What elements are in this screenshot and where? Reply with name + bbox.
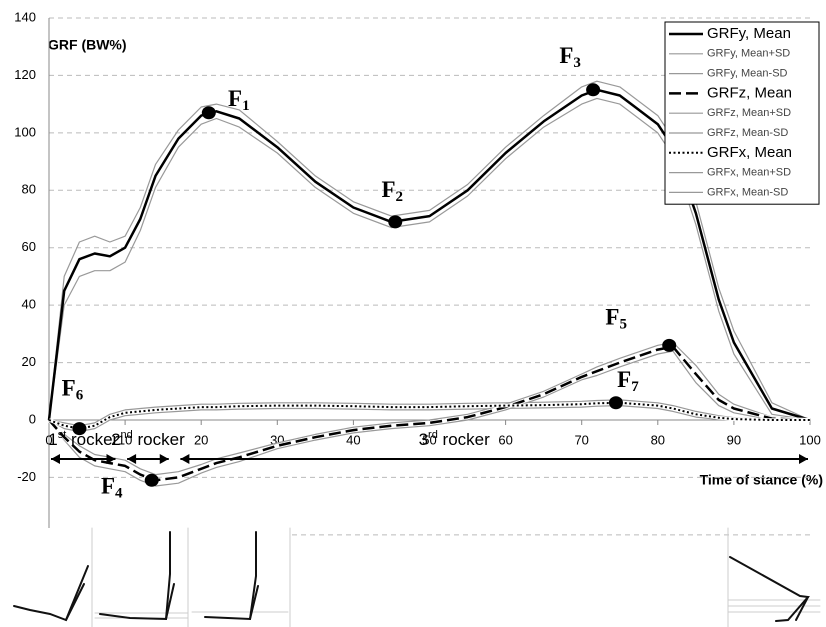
- y-tick-label: 40: [22, 297, 36, 312]
- rocker-number: 1: [48, 430, 57, 449]
- x-tick-label: 90: [727, 432, 741, 447]
- key-point-label: F4: [101, 474, 123, 502]
- label-main: F: [101, 474, 115, 499]
- legend-label: GRFz, Mean-SD: [707, 127, 788, 139]
- chart: GRF (BW%) Time of stance (%) -40-2002040…: [0, 0, 826, 627]
- y-tick-label: 80: [22, 182, 36, 197]
- key-point-label: F7: [617, 367, 639, 395]
- arrow-head: [51, 454, 60, 464]
- legend-label: GRFz, Mean+SD: [707, 107, 791, 119]
- x-axis-label: Time of stance (%): [700, 472, 823, 488]
- key-point: [586, 83, 600, 96]
- rocker-superscript: nd: [121, 429, 133, 441]
- x-tick-label: 60: [498, 432, 512, 447]
- y-tick-label: -20: [17, 469, 36, 484]
- y-tick-label: 100: [14, 124, 36, 139]
- rocker-label: 1st rocker: [48, 429, 118, 450]
- x-tick-label: 100: [799, 432, 821, 447]
- rocker-text: rocker: [133, 430, 185, 449]
- key-point-label: F3: [559, 43, 581, 71]
- label-main: F: [62, 376, 76, 401]
- key-point: [202, 106, 216, 119]
- y-tick-label: 140: [14, 9, 36, 24]
- key-point: [609, 396, 623, 409]
- y-tick-label: 60: [22, 239, 36, 254]
- rocker-superscript: st: [58, 429, 67, 441]
- key-point: [662, 339, 676, 352]
- key-point-label: F5: [605, 305, 627, 333]
- label-main: F: [381, 177, 395, 202]
- x-tick-label: 70: [574, 432, 588, 447]
- label-subscript: 2: [396, 189, 404, 205]
- arrow-head: [180, 454, 189, 464]
- legend-label: GRFy, Mean+SD: [707, 48, 790, 60]
- x-tick-label: 20: [194, 432, 208, 447]
- label-subscript: 7: [631, 379, 639, 395]
- legend-label: GRFy, Mean: [707, 25, 791, 42]
- rocker-number: 2: [111, 430, 120, 449]
- label-subscript: 1: [242, 98, 250, 114]
- key-point-label: F1: [228, 86, 250, 114]
- y-tick-label: 120: [14, 67, 36, 82]
- gait-figures: [8, 528, 820, 627]
- rocker-text: rocker: [438, 430, 490, 449]
- legend-label: GRFx, Mean+SD: [707, 167, 791, 179]
- key-point-label: F6: [62, 376, 84, 404]
- arrow-head: [160, 454, 169, 464]
- label-main: F: [559, 43, 573, 68]
- label-main: F: [605, 305, 619, 330]
- y-axis-label: GRF (BW%): [48, 37, 127, 53]
- label-main: F: [617, 367, 631, 392]
- rocker-number: 3: [419, 430, 428, 449]
- label-subscript: 5: [619, 317, 627, 333]
- y-tick-label: 0: [29, 411, 36, 426]
- arrow-head: [799, 454, 808, 464]
- key-point-label: F2: [381, 177, 403, 205]
- label-subscript: 6: [76, 388, 84, 404]
- legend-label: GRFy, Mean-SD: [707, 68, 788, 80]
- y-tick-label: 20: [22, 354, 36, 369]
- key-point: [388, 215, 402, 228]
- label-main: F: [228, 86, 242, 111]
- legend-label: GRFz, Mean: [707, 84, 792, 101]
- x-tick-label: 80: [651, 432, 665, 447]
- x-tick-label: 40: [346, 432, 360, 447]
- label-subscript: 4: [115, 486, 123, 502]
- legend-label: GRFx, Mean: [707, 144, 792, 161]
- rocker-superscript: rd: [428, 429, 438, 441]
- legend-label: GRFx, Mean-SD: [707, 186, 788, 198]
- label-subscript: 3: [573, 55, 581, 71]
- key-point: [145, 474, 159, 487]
